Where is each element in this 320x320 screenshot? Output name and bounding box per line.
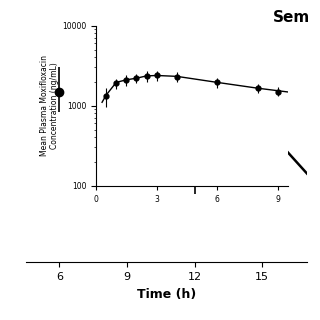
Y-axis label: Mean Plasma Moxifloxacin
Concentration (ng/mL): Mean Plasma Moxifloxacin Concentration (…	[40, 55, 59, 156]
Text: Sem: Sem	[273, 10, 310, 25]
X-axis label: Time (h): Time (h)	[137, 288, 196, 301]
